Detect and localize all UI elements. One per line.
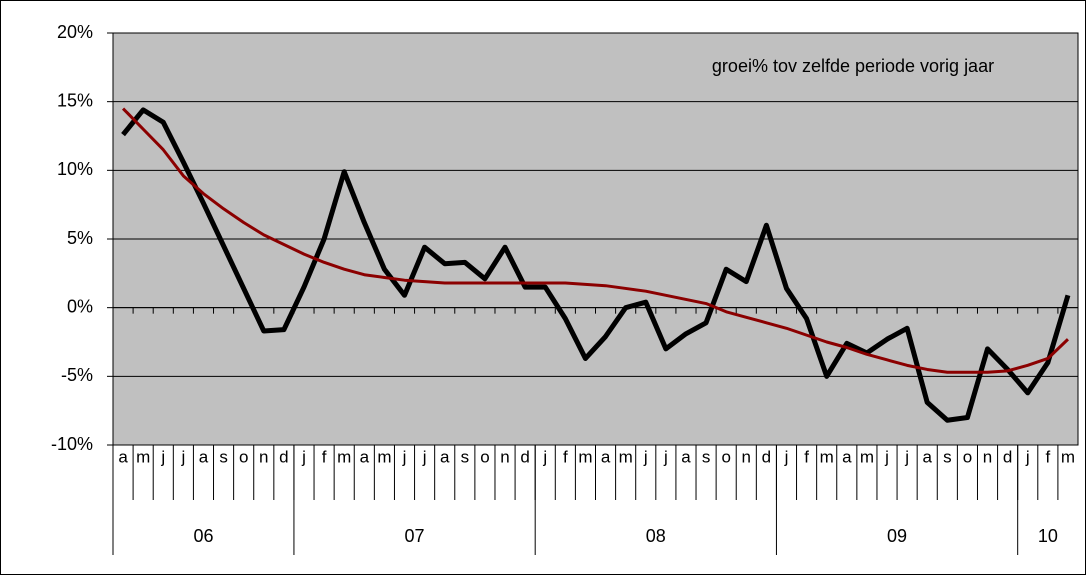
x-tick-label: j	[542, 447, 547, 466]
y-tick-label: 5%	[67, 228, 93, 248]
x-tick-label: j	[884, 447, 889, 466]
x-tick-label: j	[422, 447, 427, 466]
x-tick-label: o	[480, 447, 489, 466]
x-tick-label: n	[983, 447, 992, 466]
x-tick-label: s	[702, 447, 711, 466]
x-tick-label: j	[784, 447, 789, 466]
series-line	[121, 107, 1069, 374]
y-tick-label: -5%	[61, 365, 93, 385]
x-tick-label: f	[1045, 447, 1050, 466]
x-tick-label: a	[681, 447, 691, 466]
x-tick-label: j	[663, 447, 668, 466]
x-tick-label: f	[322, 447, 327, 466]
x-tick-label: a	[440, 447, 450, 466]
x-tick-label: d	[1003, 447, 1012, 466]
annotation: groei% tov zelfde periode vorig jaar	[712, 56, 994, 76]
x-tick-label: m	[578, 447, 592, 466]
group-label: 08	[646, 526, 666, 546]
x-tick-label: j	[180, 447, 185, 466]
series-line	[121, 107, 1071, 423]
x-tick-label: m	[860, 447, 874, 466]
group-label: 10	[1038, 526, 1058, 546]
x-tick-label: a	[118, 447, 128, 466]
y-tick-label: 20%	[57, 22, 93, 42]
y-tick-label: 10%	[57, 159, 93, 179]
x-tick-label: m	[377, 447, 391, 466]
group-label: 09	[887, 526, 907, 546]
x-tick-label: m	[1061, 447, 1075, 466]
x-tick-label: n	[500, 447, 509, 466]
x-tick-label: j	[1025, 447, 1030, 466]
x-tick-label: m	[136, 447, 150, 466]
x-tick-label: o	[239, 447, 248, 466]
x-tick-label: n	[742, 447, 751, 466]
x-tick-label: d	[279, 447, 288, 466]
x-tick-label: f	[804, 447, 809, 466]
x-tick-label: s	[219, 447, 228, 466]
x-tick-label: a	[922, 447, 932, 466]
x-tick-label: j	[643, 447, 648, 466]
y-tick-label: -10%	[51, 434, 93, 454]
x-tick-label: a	[842, 447, 852, 466]
x-tick-label: o	[721, 447, 730, 466]
x-tick-label: d	[762, 447, 771, 466]
x-tick-label: m	[337, 447, 351, 466]
x-tick-label: o	[963, 447, 972, 466]
group-label: 06	[193, 526, 213, 546]
x-tick-label: j	[160, 447, 165, 466]
x-tick-label: s	[461, 447, 470, 466]
x-tick-label: m	[820, 447, 834, 466]
x-tick-label: m	[619, 447, 633, 466]
x-tick-label: j	[904, 447, 909, 466]
x-tick-label: d	[520, 447, 529, 466]
x-tick-label: f	[563, 447, 568, 466]
x-tick-label: j	[402, 447, 407, 466]
x-tick-label: a	[360, 447, 370, 466]
x-tick-label: s	[943, 447, 952, 466]
x-tick-label: n	[259, 447, 268, 466]
y-tick-label: 15%	[57, 90, 93, 110]
group-label: 07	[405, 526, 425, 546]
x-tick-label: a	[199, 447, 209, 466]
y-tick-label: 0%	[67, 296, 93, 316]
x-tick-label: a	[601, 447, 611, 466]
x-tick-label: j	[301, 447, 306, 466]
